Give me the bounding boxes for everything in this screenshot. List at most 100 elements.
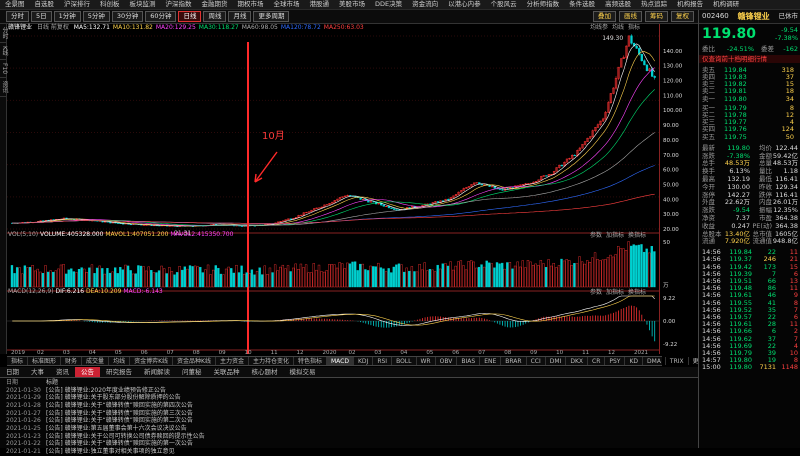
news-tab-2[interactable]: 资讯 <box>56 368 69 376</box>
indicator-tab-7[interactable]: 主力资金 <box>216 357 249 365</box>
indicator-tab-14[interactable]: WR <box>417 357 436 365</box>
news-tab-6[interactable]: 问董秘 <box>182 368 202 376</box>
menu-item-16[interactable]: 条件选股 <box>569 0 596 9</box>
period-button-1[interactable]: 5日 <box>31 11 52 22</box>
news-tab-1[interactable]: 大事 <box>31 368 44 376</box>
menu-item-12[interactable]: 资金流向 <box>412 0 439 9</box>
menu-item-17[interactable]: 高频选股 <box>605 0 632 9</box>
menu-item-0[interactable]: 全景图 <box>5 0 25 9</box>
news-row[interactable]: 2021-01-27 [公告] 赣锋锂业:关于“赣锋转债”赎回实施的第三次公告 <box>0 410 698 418</box>
indicator-tab-24[interactable]: KD <box>625 357 644 365</box>
menu-item-9[interactable]: 港股通 <box>309 0 330 9</box>
indicator-tab-16[interactable]: BIAS <box>457 357 481 365</box>
menu-item-7[interactable]: 期权市场 <box>237 0 264 9</box>
news-title[interactable]: [公告] 赣锋锂业:关于股东部分股份解除质押的公告 <box>46 394 181 402</box>
indicator-tab-15[interactable]: OBV <box>436 357 458 365</box>
news-title[interactable]: [公告] 赣锋锂业:第五届董事会第十六次会议决议公告 <box>46 424 187 432</box>
news-title[interactable]: [公告] 赣锋锂业:关于公司可转换公司债券赎回的提示性公告 <box>46 432 205 440</box>
period-button-5[interactable]: 60分钟 <box>145 11 177 22</box>
indicator-tab-4[interactable]: 均线 <box>109 357 131 365</box>
lgright2-btn-0[interactable]: 参数 <box>590 232 603 239</box>
period-button-4[interactable]: 30分钟 <box>111 11 144 22</box>
indicator-tab-9[interactable]: 特色指标 <box>294 357 327 365</box>
indicator-tab-0[interactable]: 指标 <box>7 357 29 365</box>
news-tab-0[interactable]: 日期 <box>6 368 19 376</box>
news-tab-3[interactable]: 公告 <box>75 367 100 377</box>
indicator-tab-23[interactable]: PSY <box>605 357 626 365</box>
indicator-tab-18[interactable]: BRAR <box>501 357 527 365</box>
menu-item-20[interactable]: 机构调研 <box>713 0 740 9</box>
indicator-tab-17[interactable]: ENE <box>480 357 502 365</box>
left-tab-3[interactable]: 资讯 <box>0 78 8 98</box>
news-row[interactable]: 2021-01-25 [公告] 赣锋锂业:第五届董事会第十六次会议决议公告 <box>0 425 698 433</box>
indicator-tab-2[interactable]: 财务 <box>61 357 83 365</box>
news-tab-8[interactable]: 核心题材 <box>251 368 278 376</box>
lgright1-btn-2[interactable]: 指标 <box>628 24 641 31</box>
tool-button-3[interactable]: 复权 <box>671 11 694 22</box>
news-row[interactable]: 2021-01-22 [公告] 赣锋锂业:关于“赣锋转债”赎回实施的第一次公告 <box>0 441 698 449</box>
period-button-2[interactable]: 1分钟 <box>53 11 81 22</box>
news-title[interactable]: [公告] 赣锋锂业:关于“赣锋转债”赎回实施的第三次公告 <box>46 409 193 417</box>
kline-chart-svg[interactable]: 149.30 21.31 10月 2019 02 03 04 05 06 07 08 09 10 11 12… <box>7 24 660 356</box>
indicator-tab-10[interactable]: MACD <box>327 357 354 365</box>
period-button-9[interactable]: 更多周期 <box>253 11 290 22</box>
period-button-8[interactable]: 月线 <box>228 11 252 22</box>
news-row[interactable]: 2021-01-29 [公告] 赣锋锂业:关于股东部分股份解除质押的公告 <box>0 394 698 402</box>
menu-item-15[interactable]: 分析师指数 <box>526 0 560 9</box>
menu-item-6[interactable]: 金融期货 <box>201 0 228 9</box>
indicator-tab-8[interactable]: 主力持仓变化 <box>249 357 294 365</box>
news-row[interactable]: 2021-01-21 [公告] 赣锋锂业:独立董事对相关事项的独立意见 <box>0 448 698 456</box>
indicator-tab-1[interactable]: 标准图形 <box>28 357 62 365</box>
menu-item-18[interactable]: 热点追踪 <box>641 0 668 9</box>
menu-item-1[interactable]: 自选股 <box>34 0 55 9</box>
menu-item-10[interactable]: 美股市场 <box>339 0 365 9</box>
lgright2-btn-1[interactable]: 加指标 <box>606 232 625 239</box>
lgright3-btn-0[interactable]: 参数 <box>590 289 603 296</box>
period-button-3[interactable]: 5分钟 <box>82 11 110 22</box>
lgright2-btn-2[interactable]: 换指标 <box>628 232 647 239</box>
indicator-tab-12[interactable]: RSI <box>373 357 393 365</box>
news-tab-9[interactable]: 模拟交易 <box>289 368 316 376</box>
menu-item-3[interactable]: 科创板 <box>100 0 120 9</box>
indicator-tab-21[interactable]: DKX <box>566 357 588 365</box>
period-button-6[interactable]: 日线 <box>178 11 202 22</box>
lgright3-btn-2[interactable]: 换指标 <box>628 289 647 296</box>
kline-chart-area[interactable]: 149.30 21.31 10月 2019 02 03 04 05 06 07 08 09 10 11 12… <box>7 24 660 356</box>
news-tab-7[interactable]: 关联品种 <box>213 368 240 376</box>
news-title[interactable]: [公告] 赣锋锂业:关于“赣锋转债”赎回实施的第四次公告 <box>46 401 193 409</box>
news-title[interactable]: [公告] 赣锋锂业:关于“赣锋转债”赎回实施的第一次公告 <box>46 440 193 448</box>
indicator-tab-5[interactable]: 资金博弈K线 <box>130 357 174 365</box>
indicator-tab-22[interactable]: CR <box>588 357 606 365</box>
legend-right-buttons[interactable]: 均线参 均线 指标 <box>590 25 644 31</box>
menu-item-8[interactable]: 全球市场 <box>273 0 300 9</box>
news-row[interactable]: 2021-01-30 [公告] 赣锋锂业:2020年度业绩预告修正公告 <box>0 387 698 395</box>
indicator-tab-25[interactable]: DMA <box>643 357 666 365</box>
lgright1-btn-1[interactable]: 均线 <box>612 24 625 31</box>
indicator-tab-19[interactable]: CCI <box>527 357 546 365</box>
tool-button-0[interactable]: 叠加 <box>593 11 616 22</box>
indicator-tab-13[interactable]: BOLL <box>392 357 417 365</box>
left-tab-0[interactable]: 分时 <box>0 24 8 43</box>
tool-button-2[interactable]: 筹码 <box>645 11 668 22</box>
news-row[interactable]: 2021-01-23 [公告] 赣锋锂业:关于公司可转换公司债券赎回的提示性公告 <box>0 433 698 441</box>
news-tab-4[interactable]: 研究报告 <box>106 368 132 376</box>
menu-item-13[interactable]: 以港心内参 <box>448 0 481 9</box>
menu-item-2[interactable]: 沪深排行 <box>64 0 90 9</box>
menu-item-5[interactable]: 沪深指数 <box>165 0 192 9</box>
indicator-tab-26[interactable]: TRIX <box>666 357 689 365</box>
indicator-tab-6[interactable]: 资金品种K线 <box>173 357 216 365</box>
indicator-tab-11[interactable]: KDJ <box>354 357 374 365</box>
indicator-tab-20[interactable]: DMI <box>546 357 567 365</box>
indicator-tab-3[interactable]: 成交量 <box>82 357 110 365</box>
menu-item-19[interactable]: 机构报告 <box>677 0 704 9</box>
news-row[interactable]: 2021-01-26 [公告] 赣锋锂业:关于“赣锋转债”赎回实施的第二次公告 <box>0 417 698 425</box>
menu-item-14[interactable]: 个股风云 <box>490 0 517 9</box>
period-button-0[interactable]: 分时 <box>6 11 29 22</box>
tool-button-1[interactable]: 画线 <box>619 11 642 22</box>
period-button-7[interactable]: 周线 <box>203 11 227 22</box>
menu-item-4[interactable]: 板块监测 <box>129 0 156 9</box>
macd-right-buttons[interactable]: 参数 加指标 换指标 <box>590 290 650 296</box>
news-title[interactable]: [公告] 赣锋锂业:独立董事对相关事项的独立意见 <box>46 448 175 456</box>
left-tab-2[interactable]: F10 <box>0 60 8 79</box>
vol-right-buttons[interactable]: 参数 加指标 换指标 <box>590 233 650 239</box>
